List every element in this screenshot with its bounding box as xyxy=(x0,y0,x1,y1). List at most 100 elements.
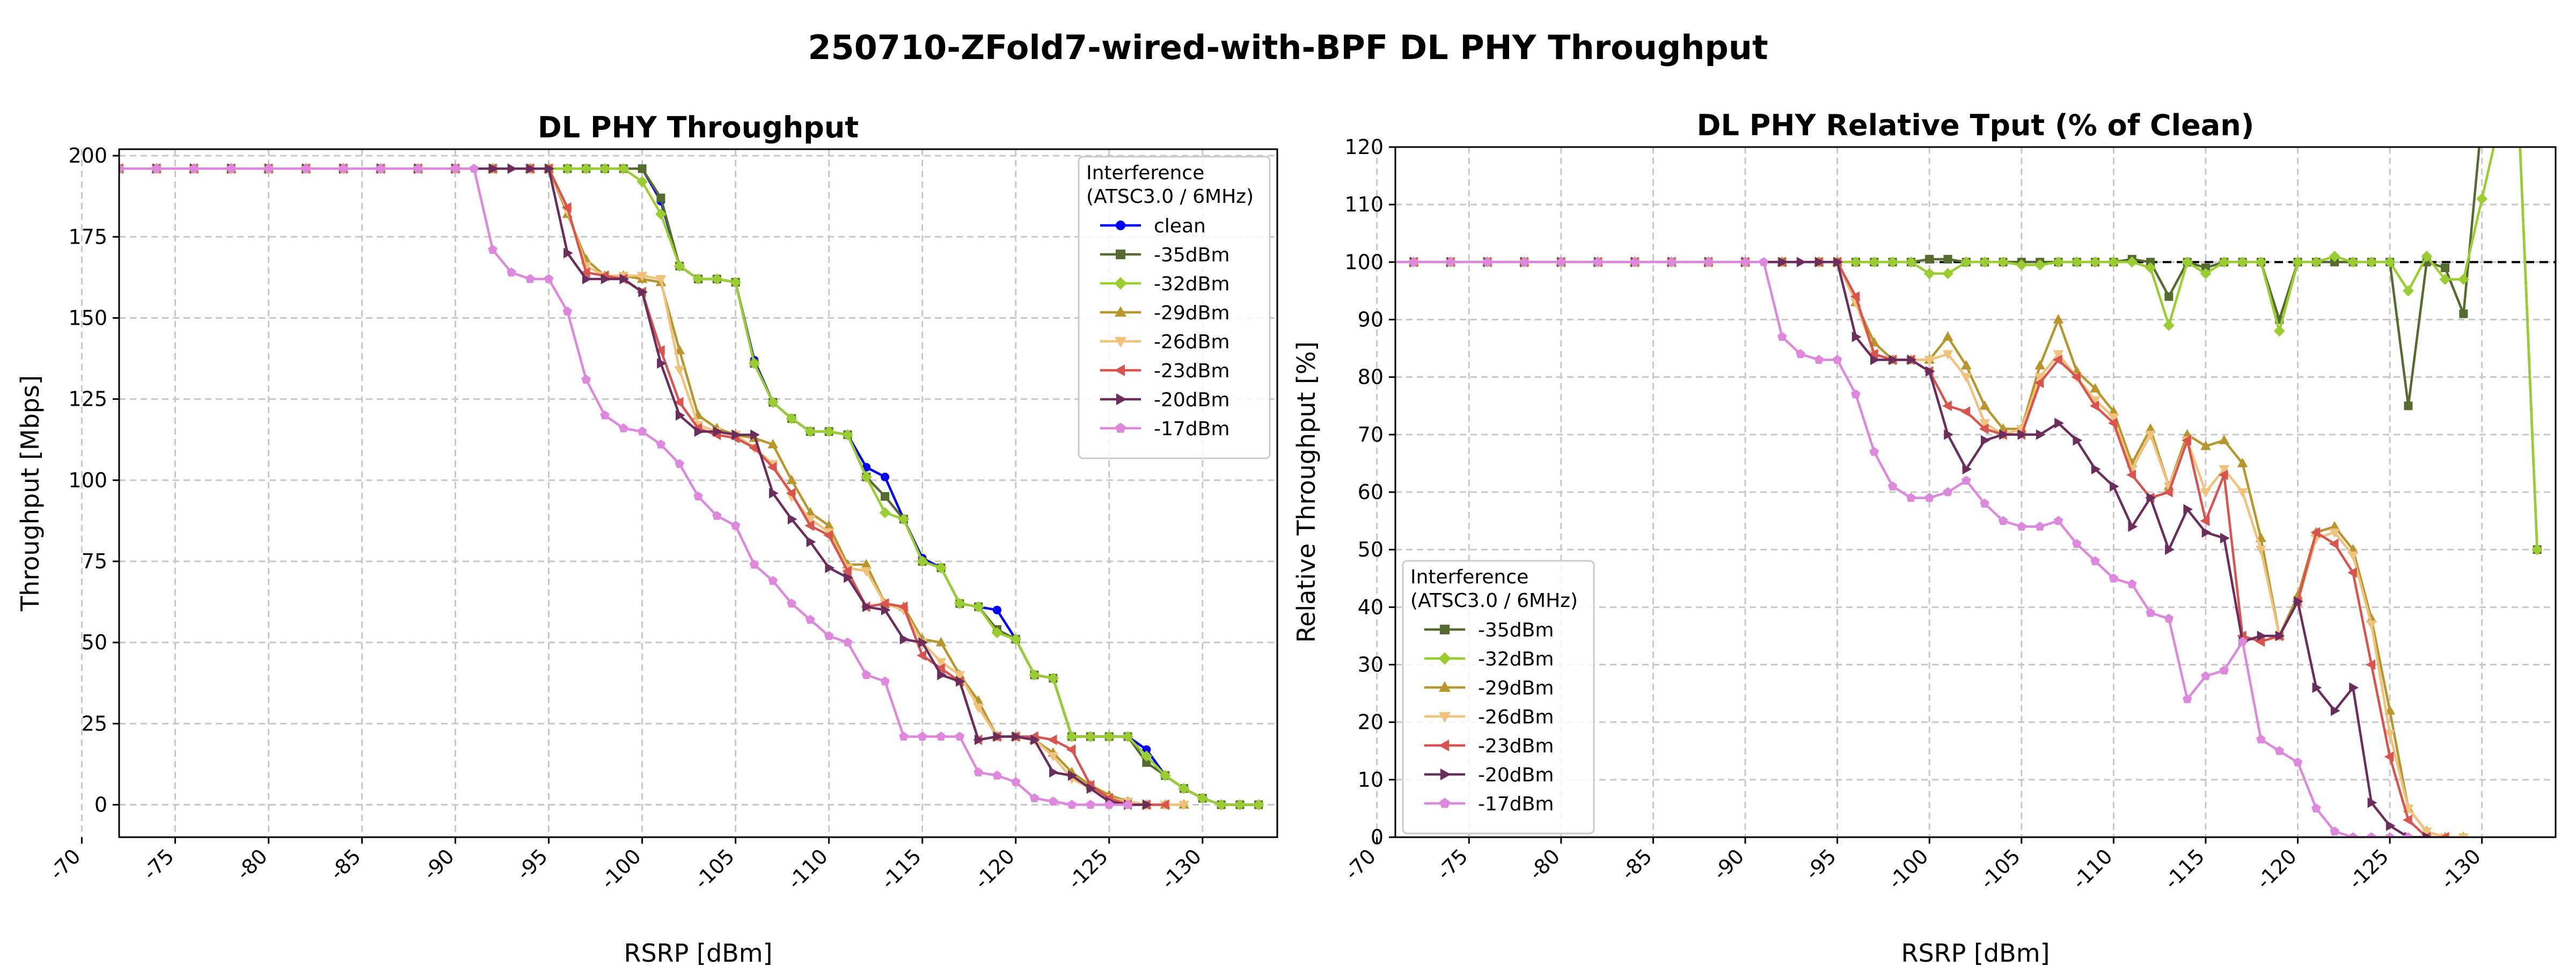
left-ytick-label: 0 xyxy=(94,793,107,817)
left-ytick-label: 200 xyxy=(68,144,107,167)
left-point-20dbm xyxy=(974,734,984,745)
right-xtick-label: -115 xyxy=(2160,844,2209,894)
left-point-35dbm xyxy=(656,193,665,202)
left-legend-label: -23dBm xyxy=(1154,360,1230,382)
right-title: DL PHY Relative Tput (% of Clean) xyxy=(1697,108,2255,142)
right-legend-entry-20dbm: -20dBm xyxy=(1424,764,1554,786)
right-point-26dbm xyxy=(2108,413,2119,423)
right-point-26dbm xyxy=(2329,528,2340,538)
left-ytick-label: 25 xyxy=(82,712,107,735)
right-point-17dbm xyxy=(2090,556,2100,566)
right-point-17dbm xyxy=(2274,746,2285,755)
left-point-29dbm xyxy=(674,345,685,355)
right-point-20dbm xyxy=(2385,820,2396,831)
right-series-32dbm xyxy=(1395,147,2543,555)
right-point-17dbm xyxy=(2330,826,2339,836)
left-point-32dbm xyxy=(972,601,984,613)
left-point-20dbm xyxy=(750,429,760,441)
left-point-17dbm xyxy=(1067,800,1077,809)
right-point-32dbm xyxy=(2329,251,2340,262)
right-point-17dbm xyxy=(2348,832,2358,837)
left-xtick-label: -125 xyxy=(1063,844,1113,894)
right-point-20dbm xyxy=(2146,492,2156,503)
left-point-23dbm xyxy=(842,566,852,576)
right-point-20dbm xyxy=(2330,705,2340,716)
left-point-17dbm xyxy=(936,731,946,741)
right-legend: Interference(ATSC3.0 / 6MHz) -35dBm -32dBm… xyxy=(1402,560,1595,835)
left-xtick-label: -110 xyxy=(783,844,832,894)
left-point-20dbm xyxy=(899,634,910,645)
left-point-32dbm xyxy=(655,208,667,220)
right-point-32dbm xyxy=(2366,256,2377,268)
left-xtick-label: -115 xyxy=(876,844,926,894)
right-point-26dbm xyxy=(2053,350,2064,360)
right-point-23dbm xyxy=(2200,515,2210,526)
left-legend: Interference(ATSC3.0 / 6MHz) clean -35dBm -… xyxy=(1078,156,1271,459)
left-point-23dbm xyxy=(917,650,926,661)
right-point-20dbm xyxy=(1833,257,1843,268)
right-point-17dbm xyxy=(2201,671,2211,680)
left-point-20dbm xyxy=(806,536,816,547)
left-point-17dbm xyxy=(488,245,497,254)
left-point-17dbm xyxy=(675,459,684,469)
left-point-17dbm xyxy=(824,631,834,640)
left-series-23dbm xyxy=(119,163,1169,810)
right-point-20dbm xyxy=(2423,832,2433,837)
right-point-32dbm xyxy=(1942,268,1953,280)
left-point-17dbm xyxy=(189,164,199,173)
left-grid xyxy=(80,149,1277,837)
right-point-35dbm xyxy=(1925,254,1934,264)
relative-tput-chart: -70 -75 -80 -85 -90 -95 -100 -105 -110 -115 -120 -1… xyxy=(1292,108,2557,966)
right-point-17dbm xyxy=(2017,522,2026,531)
right-point-32dbm xyxy=(1868,256,1880,268)
right-point-17dbm xyxy=(2367,832,2376,837)
right-point-20dbm xyxy=(2201,527,2212,538)
left-point-32dbm xyxy=(748,357,760,369)
right-legend-subtitle: (ATSC3.0 / 6MHz) xyxy=(1410,590,1578,612)
left-legend-entry-26dbm: -26dBm xyxy=(1100,331,1230,353)
left-point-17dbm xyxy=(469,164,479,173)
left-point-32dbm xyxy=(1010,633,1022,645)
right-point-26dbm xyxy=(2366,620,2377,630)
right-point-20dbm xyxy=(2257,631,2267,641)
right-point-32dbm xyxy=(1997,256,2009,268)
right-point-20dbm xyxy=(2165,544,2175,555)
left-ytick-label: 150 xyxy=(68,306,107,330)
left-point-20dbm xyxy=(545,163,554,174)
right-legend-label: -35dBm xyxy=(1478,619,1554,641)
right-point-23dbm xyxy=(1960,406,1971,417)
right-point-20dbm xyxy=(1907,354,1917,365)
left-point-20dbm xyxy=(1143,799,1152,810)
left-point-32dbm xyxy=(1029,669,1040,681)
right-point-23dbm xyxy=(1850,291,1860,302)
left-point-17dbm xyxy=(1048,796,1058,806)
left-point-20dbm xyxy=(937,669,947,680)
right-point-17dbm xyxy=(1814,355,1824,364)
right-point-23dbm xyxy=(1979,423,1989,434)
right-point-32dbm xyxy=(2439,274,2451,285)
right-point-20dbm xyxy=(1889,354,1898,365)
left-point-20dbm xyxy=(619,274,630,284)
right-legend-title: Interference xyxy=(1410,566,1528,588)
left-legend-entry-35dbm: -35dBm xyxy=(1100,244,1230,266)
left-point-20dbm xyxy=(1086,783,1096,794)
right-point-35dbm xyxy=(2459,309,2468,318)
right-point-20dbm xyxy=(1815,257,1825,268)
right-point-20dbm xyxy=(1778,257,1788,268)
left-xtick-label: -105 xyxy=(690,844,739,894)
left-legend-subtitle: (ATSC3.0 / 6MHz) xyxy=(1086,186,1254,208)
right-legend-label: -29dBm xyxy=(1478,677,1554,699)
right-point-23dbm xyxy=(2089,400,2099,412)
right-xtick-label: -100 xyxy=(1883,844,1933,894)
right-legend-marker xyxy=(1440,625,1450,634)
left-point-17dbm xyxy=(338,164,348,173)
left-xtick-label: -75 xyxy=(138,844,179,884)
left-point-26dbm xyxy=(655,275,667,285)
right-point-17dbm xyxy=(1851,389,1861,399)
right-point-17dbm xyxy=(2127,579,2137,588)
right-point-23dbm xyxy=(2366,659,2376,670)
left-point-29dbm xyxy=(767,438,779,449)
left-legend-entry-17dbm: -17dBm xyxy=(1100,418,1230,440)
left-legend-marker xyxy=(1115,422,1126,433)
left-legend-entry-32dbm: -32dBm xyxy=(1100,273,1230,295)
